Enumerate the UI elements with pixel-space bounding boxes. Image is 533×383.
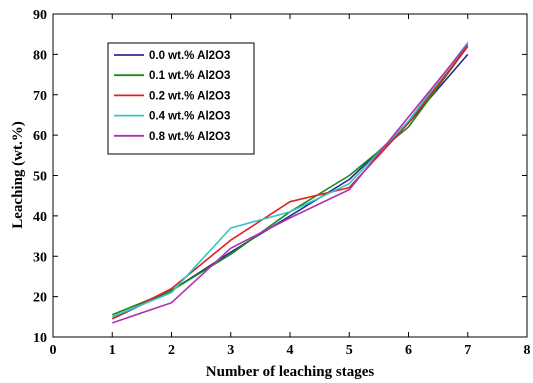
series-line-4 bbox=[112, 43, 469, 324]
x-tick-label: 6 bbox=[405, 343, 412, 358]
x-axis-label: Number of leaching stages bbox=[206, 364, 375, 380]
legend-label: 0.2 wt.% Al2O3 bbox=[149, 90, 230, 102]
y-tick-label: 70 bbox=[33, 89, 47, 104]
y-tick-label: 90 bbox=[33, 8, 47, 23]
y-tick-label: 60 bbox=[33, 129, 47, 144]
x-tick-label: 1 bbox=[109, 343, 116, 358]
y-tick-label: 20 bbox=[33, 291, 47, 306]
y-tick-label: 40 bbox=[33, 210, 47, 225]
x-tick-label: 3 bbox=[227, 343, 234, 358]
x-tick-label: 8 bbox=[524, 343, 531, 358]
y-tick-label: 30 bbox=[33, 250, 47, 265]
series-line-3 bbox=[111, 41, 469, 318]
legend-label: 0.4 wt.% Al2O3 bbox=[149, 111, 230, 123]
series-line-2 bbox=[111, 45, 469, 320]
legend-label: 0.1 wt.% Al2O3 bbox=[149, 70, 230, 82]
y-tick-label: 50 bbox=[33, 170, 47, 185]
y-axis-label: Leaching (wt.%) bbox=[10, 121, 26, 229]
x-tick-label: 7 bbox=[464, 343, 471, 358]
x-tick-label: 2 bbox=[168, 343, 175, 358]
legend-label: 0.0 wt.% Al2O3 bbox=[149, 50, 230, 62]
x-tick-label: 4 bbox=[287, 343, 294, 358]
x-tick-label: 0 bbox=[50, 343, 57, 358]
legend-label: 0.8 wt.% Al2O3 bbox=[149, 131, 230, 143]
x-tick-label: 5 bbox=[346, 343, 353, 358]
y-tick-label: 80 bbox=[33, 48, 47, 63]
legend: 0.0 wt.% Al2O3 0.1 wt.% Al2O3 0.2 wt.% Al2… bbox=[107, 42, 255, 155]
y-tick-label: 10 bbox=[33, 331, 47, 346]
